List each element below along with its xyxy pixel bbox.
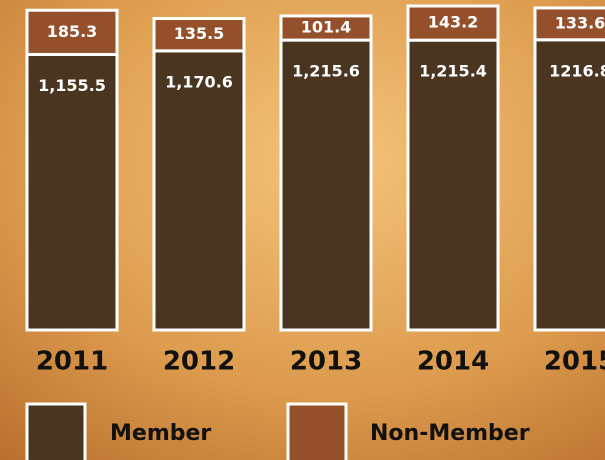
- bar-segment: [25, 52, 119, 332]
- value-label: 101.4: [301, 18, 352, 37]
- value-label: 143.2: [428, 13, 479, 32]
- plot: 1,155.5 185.3 2011 1,170.6 135.5 2012 1,215.6 1…: [25, 4, 605, 460]
- value-label: 185.3: [47, 22, 98, 41]
- x-tick-label: 2014: [417, 347, 489, 377]
- value-label: 1,215.4: [419, 62, 487, 81]
- value-label: 1,155.5: [38, 76, 106, 95]
- bar-segment: [152, 17, 246, 53]
- x-tick-label: 2015: [544, 347, 605, 377]
- legend-label: Member: [110, 421, 211, 446]
- legend-swatch: [286, 402, 348, 460]
- legend-swatch: [25, 402, 87, 460]
- value-label: 133.6: [555, 13, 605, 32]
- x-tick-label: 2012: [163, 347, 235, 377]
- bar-segment: [406, 38, 500, 332]
- bar-segment: [406, 4, 500, 42]
- value-label: 1,170.6: [165, 72, 233, 91]
- bar-segment: [533, 6, 605, 42]
- value-label: 1216.8: [549, 61, 605, 80]
- legend-label: Non-Member: [370, 421, 530, 446]
- bar-segment: [279, 14, 373, 42]
- bar-segment: [25, 8, 119, 56]
- x-tick-label: 2011: [36, 347, 108, 377]
- x-tick-label: 2013: [290, 347, 362, 377]
- bar-segment: [152, 49, 246, 332]
- value-label: 1,215.6: [292, 62, 360, 81]
- bar-segment: [533, 38, 605, 332]
- value-label: 135.5: [174, 24, 225, 43]
- bar-segment: [279, 38, 373, 332]
